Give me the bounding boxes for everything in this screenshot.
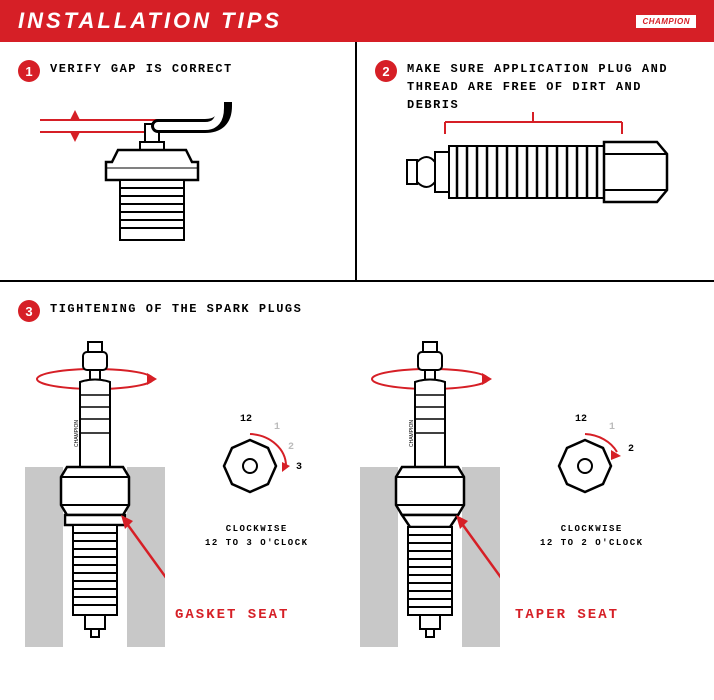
gasket-2: 2 [288, 442, 294, 453]
step-3-badge: 3 [18, 300, 40, 322]
taper-12: 12 [575, 414, 587, 425]
step-2-badge: 2 [375, 60, 397, 82]
step-1-badge: 1 [18, 60, 40, 82]
svg-text:CHAMPION: CHAMPION [74, 420, 80, 447]
gap-diagram [40, 102, 290, 262]
step-1-text: VERIFY GAP IS CORRECT [50, 60, 233, 78]
gasket-12: 12 [240, 414, 252, 425]
gasket-clock-label: CLOCKWISE 12 TO 3 O'CLOCK [205, 522, 309, 551]
page-title: INSTALLATION TIPS [18, 8, 282, 34]
gasket-1: 1 [274, 422, 280, 433]
step-2-panel: 2 MAKE SURE APPLICATION PLUG AND THREAD … [357, 42, 714, 280]
step-1-header: 1 VERIFY GAP IS CORRECT [18, 60, 337, 82]
gasket-clock-icon [210, 432, 290, 512]
threads-1 [120, 180, 184, 240]
taper-clock-icon [545, 432, 625, 512]
taper-plug-diagram: CHAMPION [360, 337, 500, 647]
thread-diagram [397, 112, 677, 242]
taper-1: 1 [609, 422, 615, 433]
step-3-header: 3 TIGHTENING OF THE SPARK PLUGS [18, 300, 696, 322]
step-2-text: MAKE SURE APPLICATION PLUG AND THREAD AR… [407, 60, 696, 114]
svg-text:CHAMPION: CHAMPION [409, 420, 415, 447]
champion-logo: CHAMPION [636, 15, 696, 28]
gasket-3: 3 [296, 462, 302, 473]
gasket-seat-label: GASKET SEAT [175, 607, 289, 623]
h-threads [457, 146, 597, 198]
step-3-text: TIGHTENING OF THE SPARK PLUGS [50, 300, 302, 318]
gasket-plug-diagram: CHAMPION [25, 337, 165, 647]
taper-seat-label: TAPER SEAT [515, 607, 619, 623]
step-3-panel: 3 TIGHTENING OF THE SPARK PLUGS CHAMPION [0, 282, 714, 700]
header-bar: INSTALLATION TIPS CHAMPION [0, 0, 714, 42]
top-row: 1 VERIFY GAP IS CORRECT [0, 42, 714, 282]
step-1-panel: 1 VERIFY GAP IS CORRECT [0, 42, 357, 280]
taper-2: 2 [628, 444, 634, 455]
taper-clock-label: CLOCKWISE 12 TO 2 O'CLOCK [540, 522, 644, 551]
step-2-header: 2 MAKE SURE APPLICATION PLUG AND THREAD … [375, 60, 696, 114]
